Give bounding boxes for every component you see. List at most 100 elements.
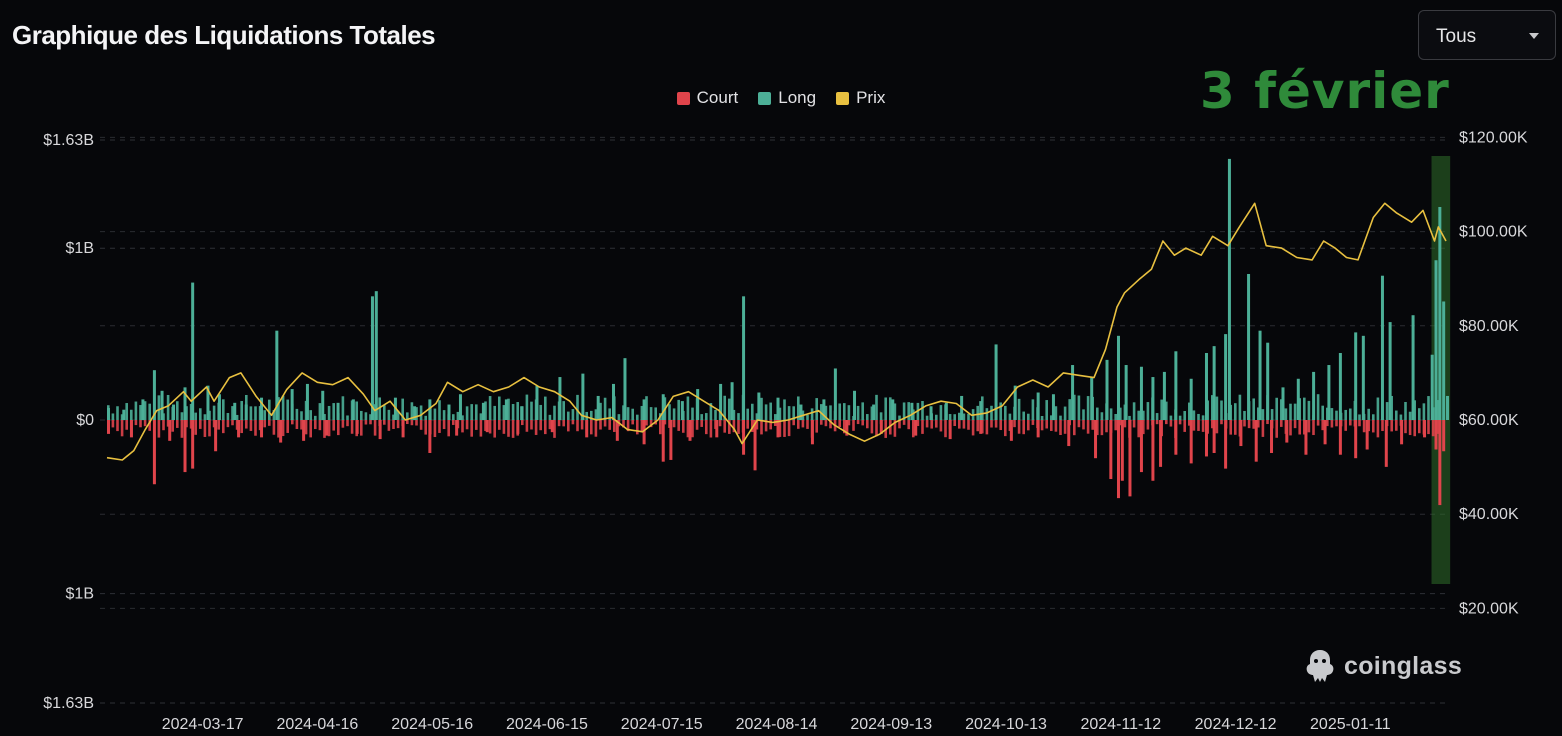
court-bar-minor [1431,420,1435,437]
long-bar-minor [1201,415,1205,420]
court-bar-2 [152,420,156,485]
court-bar-minor [990,420,993,428]
long-bar-minor [732,409,736,420]
court-bar-minor [1022,420,1025,435]
long-bar-minor [1220,400,1223,420]
long-bar-minor [1132,402,1136,420]
long-bar-73 [1247,273,1251,420]
long-bar-minor [797,396,800,420]
long-bar-minor [116,406,119,420]
long-bar-minor [1119,407,1122,420]
long-bar-minor [465,406,469,420]
long-bar-61 [1105,359,1109,420]
long-bar-minor [976,405,979,420]
long-bar-minor [1050,415,1053,420]
court-bar-49 [1204,420,1208,457]
court-bar-minor [525,420,529,432]
long-bar-7 [191,282,195,420]
court-bar-minor [346,420,349,427]
long-bar-minor [935,414,938,420]
court-bar-minor [962,420,966,429]
long-bar-minor [958,412,961,420]
court-bar-minor [498,420,501,430]
court-bar-36 [1009,420,1013,441]
court-bar-minor [323,420,326,438]
range-select[interactable]: Tous [1418,10,1556,60]
long-bar-minor [148,403,151,420]
legend-item-court[interactable]: Court [676,88,738,108]
long-bar-54 [979,401,983,420]
long-bar-50 [910,402,914,420]
long-bar-minor [815,398,818,420]
court-bar-minor [576,420,579,432]
court-bar-minor [511,420,515,438]
court-bar-26 [715,420,719,438]
long-bar-74 [1258,330,1262,420]
long-bar-minor [599,402,602,420]
court-bar-8 [260,420,264,438]
long-bar-minor [1128,415,1131,420]
court-bar-minor [870,420,874,434]
long-bar-minor [511,404,515,420]
court-bar-minor [1063,420,1067,434]
x-tick-label-5: 2024-08-14 [736,716,818,733]
long-bar-minor [1270,409,1274,420]
court-bar-minor [1252,420,1255,429]
long-bar-minor [654,407,657,420]
long-bar-78 [1312,371,1316,420]
long-bar-minor [1335,410,1338,420]
long-bar-minor [1376,397,1380,420]
court-bar-minor [502,420,506,434]
legend-label-long: Long [778,88,817,107]
long-bar-minor [1197,413,1200,420]
court-bar-minor [442,420,446,430]
court-bar-minor [1077,420,1081,428]
long-bar-39 [719,383,723,420]
right-tick-label-0: $120.00K [1459,129,1528,146]
long-bar-minor [553,405,556,420]
court-bar-minor [755,420,759,430]
court-bar-51 [1224,420,1228,469]
court-bar-minor [111,420,115,428]
court-bar-minor [663,420,667,425]
court-bar-minor [387,420,391,431]
court-bar-minor [902,420,906,425]
court-bar-minor [1404,420,1407,434]
chart-legend: Court Long Prix [0,88,1562,108]
long-bar-minor [603,397,607,420]
right-tick-label-2: $80.00K [1459,318,1519,335]
long-bar-60 [1090,377,1094,420]
long-bar-30 [558,377,562,420]
court-bar-minor [622,420,625,428]
long-bar-47 [853,390,857,420]
court-bar-30 [810,420,814,445]
watermark: coinglass [1304,648,1462,684]
long-bar-85 [1411,315,1415,420]
long-bar-minor [810,408,814,420]
court-bar-minor [125,420,128,430]
long-bar-minor [769,402,772,420]
court-bar-minor [925,420,929,428]
long-bar-minor [755,413,759,420]
long-bar-minor [700,414,703,420]
legend-item-long[interactable]: Long [758,88,816,108]
court-bar-32 [879,420,883,434]
court-bar-minor [649,420,653,428]
court-bar-0 [107,420,110,434]
long-bar-minor [525,394,529,420]
long-bar-minor [953,414,956,420]
court-bar-minor [176,420,179,428]
left-tick-label-4: $1.63B [43,695,94,712]
legend-item-prix[interactable]: Prix [836,88,885,108]
court-bar-minor [1132,420,1136,428]
long-bar-minor [571,409,575,420]
court-bar-minor [603,420,607,427]
court-bar-minor [705,420,708,435]
court-bar-minor [774,420,777,426]
long-bar-77 [1296,378,1300,420]
long-bar-minor [861,402,864,420]
court-bar-minor [930,420,933,429]
long-bar-42 [757,392,761,420]
court-bar-minor [599,420,602,430]
